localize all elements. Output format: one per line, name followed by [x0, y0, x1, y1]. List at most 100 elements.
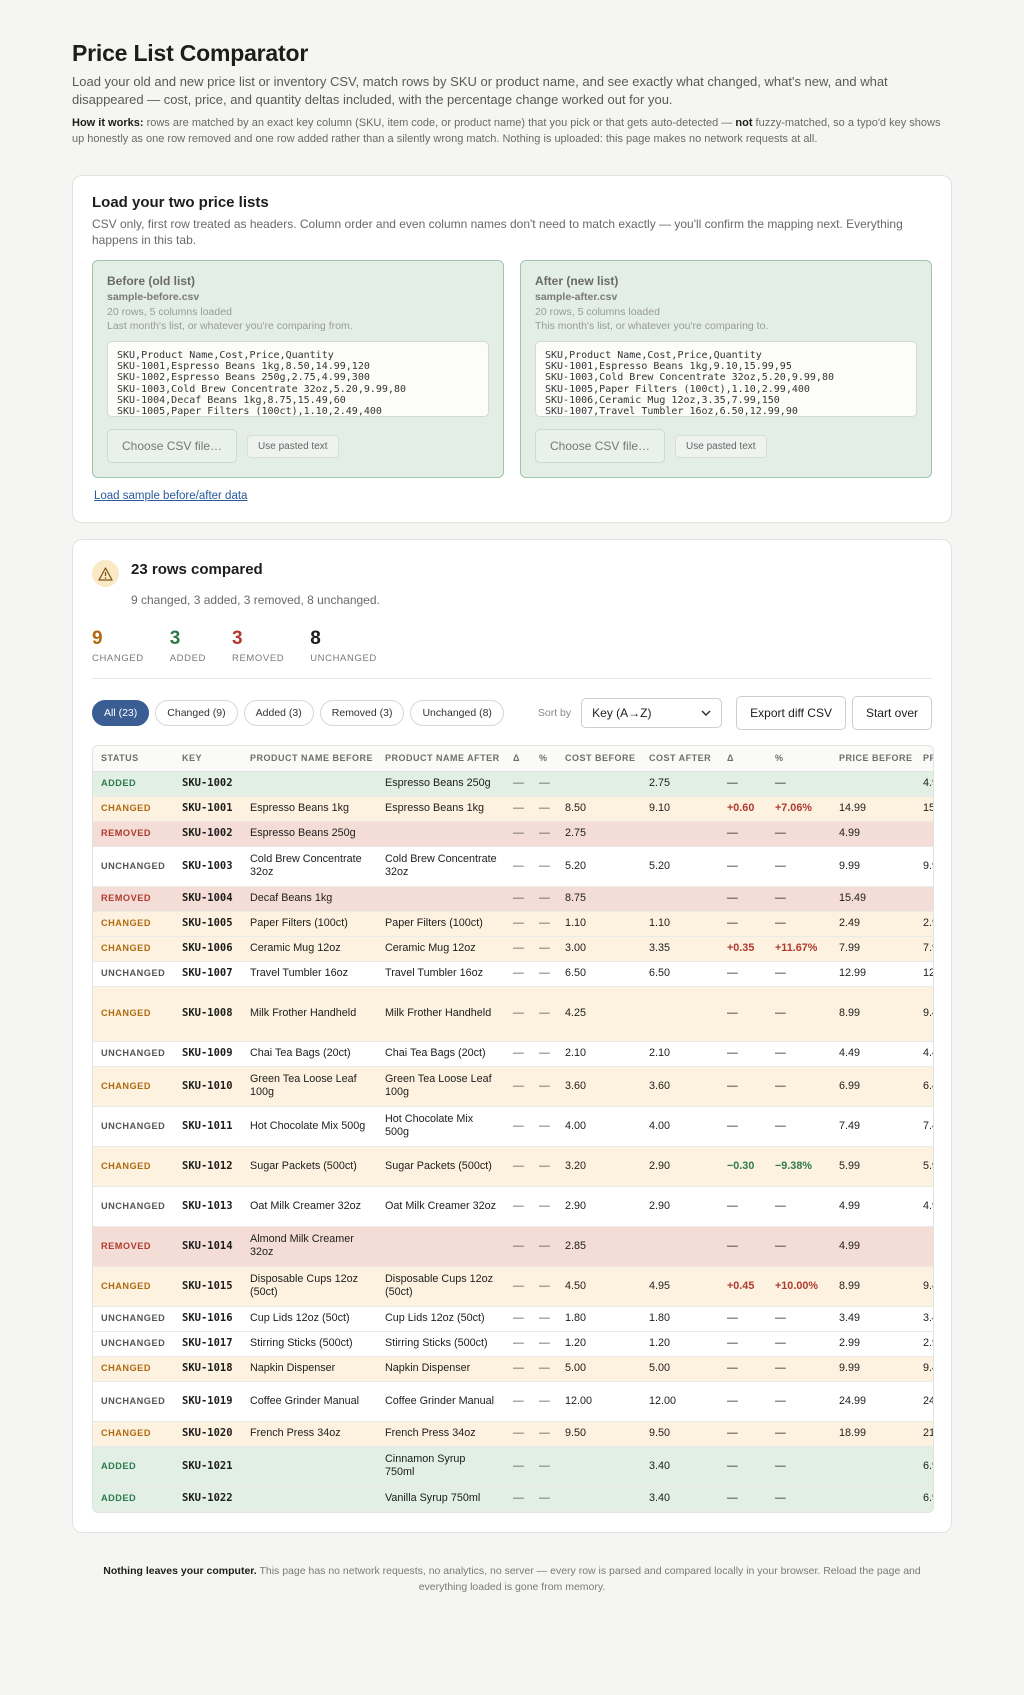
table-cell: +0.35 [719, 936, 767, 962]
table-cell: — [719, 846, 767, 887]
table-row: ADDED SKU-1002 Espresso Beans 250g — —2.75— —… [93, 771, 933, 797]
table-row: CHANGED SKU-1006 Ceramic Mug 12oz Ceramic M… [93, 936, 933, 962]
column-header[interactable]: PRICE AFTER [915, 746, 933, 772]
sort-select[interactable]: Key (A→Z) [581, 698, 723, 728]
after-csv-textarea[interactable]: SKU,Product Name,Cost,Price,Quantity SKU… [535, 341, 917, 417]
table-cell: — [505, 846, 531, 887]
table-cell: SKU-1021 [174, 1446, 242, 1487]
table-cell: — [505, 886, 531, 912]
table-cell: — [531, 1146, 557, 1187]
table-cell: +11.67% [767, 936, 831, 962]
table-cell: — [531, 1446, 557, 1487]
table-cell: CHANGED [93, 986, 174, 1042]
table-cell [641, 886, 719, 912]
table-cell: — [767, 1356, 831, 1382]
table-cell: — [719, 1331, 767, 1357]
table-cell: — [719, 1446, 767, 1487]
column-header[interactable]: PRODUCT NAME BEFORE [242, 746, 377, 772]
table-row: CHANGED SKU-1005 Paper Filters (100ct) Pape… [93, 911, 933, 937]
after-slot[interactable]: After (new list) sample-after.csv 20 row… [520, 260, 932, 478]
table-cell: 7.99 [915, 936, 933, 962]
diff-table-wrapper[interactable]: STATUS KEY PRODUCT NAME BEFORE PRODUCT NAME… [92, 745, 934, 1513]
column-header[interactable]: PRICE BEFORE [831, 746, 915, 772]
table-cell: Sugar Packets (500ct) [377, 1146, 505, 1187]
column-header[interactable]: KEY [174, 746, 242, 772]
table-cell: — [505, 911, 531, 937]
table-cell [641, 986, 719, 1042]
stat-value: 9 [92, 628, 103, 649]
before-csv-textarea[interactable]: SKU,Product Name,Cost,Price,Quantity SKU… [107, 341, 489, 417]
table-cell: 8.50 [557, 796, 641, 822]
table-cell: Paper Filters (100ct) [377, 911, 505, 937]
table-cell: 5.99 [831, 1146, 915, 1187]
table-cell: — [531, 1226, 557, 1267]
table-cell: Chai Tea Bags (20ct) [377, 1041, 505, 1067]
table-cell: — [719, 1186, 767, 1227]
column-header[interactable]: % [767, 746, 831, 772]
table-row: UNCHANGED SKU-1019 Coffee Grinder Manual Co… [93, 1381, 933, 1422]
table-cell: SKU-1017 [174, 1331, 242, 1357]
table-cell: — [767, 1486, 831, 1512]
before-use-pasted-button[interactable]: Use pasted text [247, 434, 339, 458]
load-sample-link[interactable]: Load sample before/after data [94, 490, 248, 502]
table-cell: — [767, 1381, 831, 1422]
column-header[interactable]: STATUS [93, 746, 174, 772]
table-cell: UNCHANGED [93, 1186, 174, 1227]
table-cell: 1.80 [641, 1306, 719, 1332]
table-cell: SKU-1012 [174, 1146, 242, 1187]
after-choose-file-button[interactable]: Choose CSV file… [535, 429, 666, 463]
column-header[interactable]: Δ [505, 746, 531, 772]
table-cell: 9.99 [915, 846, 933, 887]
table-cell: 1.80 [557, 1306, 641, 1332]
table-cell: — [505, 1266, 531, 1307]
table-cell: French Press 34oz [377, 1421, 505, 1447]
table-cell: — [719, 1306, 767, 1332]
table-cell: UNCHANGED [93, 1331, 174, 1357]
column-header[interactable]: PRODUCT NAME AFTER [377, 746, 505, 772]
table-cell: — [767, 1331, 831, 1357]
table-cell [831, 1446, 915, 1487]
table-row: CHANGED SKU-1012 Sugar Packets (500ct) Suga… [93, 1146, 933, 1187]
table-cell: SKU-1016 [174, 1306, 242, 1332]
table-cell: 24.99 [831, 1381, 915, 1422]
table-cell: — [767, 1186, 831, 1227]
table-cell: SKU-1001 [174, 796, 242, 822]
start-over-button[interactable]: Start over [851, 696, 932, 730]
table-cell: — [719, 821, 767, 847]
table-cell: 4.50 [557, 1266, 641, 1307]
before-slot[interactable]: Before (old list) sample-before.csv 20 r… [92, 260, 504, 478]
footer: Nothing leaves your computer. This page … [72, 1563, 952, 1595]
column-header[interactable]: % [531, 746, 557, 772]
results-toolbar: All (23) Changed (9) Added (3) Removed (3) U… [92, 696, 932, 730]
table-cell: — [505, 1066, 531, 1107]
filter-chip[interactable]: Changed (9) [155, 700, 238, 726]
results-card: 23 rows compared 9 changed, 3 added, 3 r… [72, 539, 952, 1533]
table-cell: 3.49 [831, 1306, 915, 1332]
table-row: ADDED SKU-1022 Vanilla Syrup 750ml — —3.40— —… [93, 1486, 933, 1512]
filter-chip[interactable]: Unchanged (8) [410, 700, 504, 726]
before-choose-file-button[interactable]: Choose CSV file… [107, 429, 238, 463]
table-cell: 7.99 [831, 936, 915, 962]
table-cell: Hot Chocolate Mix 500g [377, 1106, 505, 1147]
table-cell: 12.00 [641, 1381, 719, 1422]
filter-chip[interactable]: All (23) [92, 700, 150, 726]
column-header[interactable]: COST BEFORE [557, 746, 641, 772]
table-cell: — [505, 936, 531, 962]
table-cell: 15.49 [831, 886, 915, 912]
table-cell: CHANGED [93, 1266, 174, 1307]
filter-chip[interactable]: Added (3) [243, 700, 314, 726]
table-cell: 12.99 [831, 961, 915, 987]
table-row: UNCHANGED SKU-1009 Chai Tea Bags (20ct) Cha… [93, 1041, 933, 1067]
table-cell: — [505, 1486, 531, 1512]
column-header[interactable]: Δ [719, 746, 767, 772]
filter-chip[interactable]: Removed (3) [319, 700, 405, 726]
column-header[interactable]: COST AFTER [641, 746, 719, 772]
export-diff-csv-button[interactable]: Export diff CSV [736, 696, 846, 730]
after-use-pasted-button[interactable]: Use pasted text [675, 434, 767, 458]
table-cell: UNCHANGED [93, 1041, 174, 1067]
table-cell: 8.99 [831, 986, 915, 1042]
table-cell: 15.99 [915, 796, 933, 822]
page-title: Price List Comparator [72, 40, 309, 66]
table-cell: Sugar Packets (500ct) [242, 1146, 377, 1187]
table-cell: ADDED [93, 1446, 174, 1487]
